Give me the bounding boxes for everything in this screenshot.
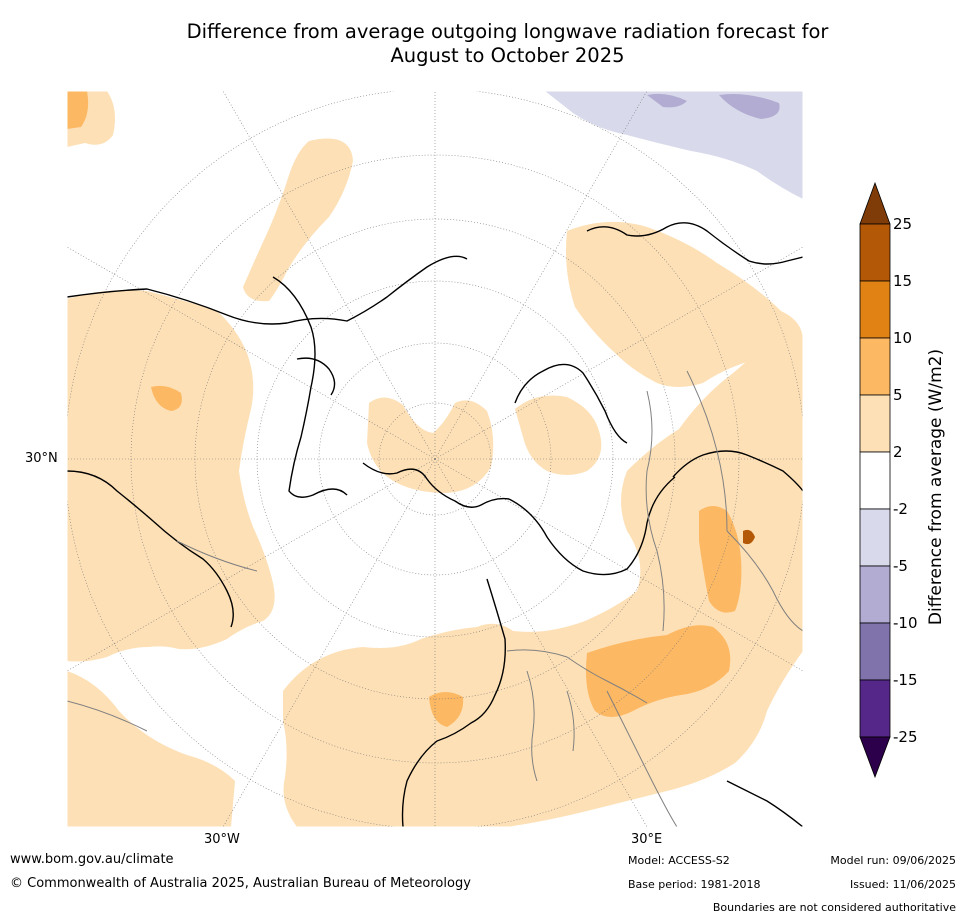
colorbar-tick-label: -25: [893, 728, 918, 746]
anomaly-region-siberia-core: [743, 529, 755, 545]
colorbar-bin: [859, 394, 891, 453]
anomaly-region-siberia-strong: [699, 506, 742, 613]
colorbar-tick-label: 25: [893, 215, 913, 233]
anomaly-region-central-asia-strong: [586, 625, 731, 717]
anomaly-region-atlantic-sw: [67, 671, 235, 827]
footer-disclaimer: Boundaries are not considered authoritat…: [712, 901, 956, 914]
label-30w: 30°W: [204, 832, 240, 847]
anomaly-region-greenland: [243, 138, 353, 302]
colorbar-label: Difference from average (W/m2): [926, 348, 946, 626]
colorbar-bin: [859, 337, 891, 396]
colorbar-tick-label: 2: [893, 443, 903, 461]
anomaly-region-north-america-strong: [151, 385, 182, 411]
colorbar-tick-label: 5: [893, 386, 903, 404]
colorbar-bin: [859, 451, 891, 510]
anomaly-region-nw-corner-strong: [67, 91, 89, 129]
graticule: [67, 91, 803, 827]
title-line-1: Difference from average outgoing longwav…: [186, 20, 829, 43]
colorbar-bin: [859, 679, 891, 738]
colorbar-bin: [859, 622, 891, 681]
colorbar-extend-high: [859, 181, 891, 225]
map-panel: [66, 90, 804, 828]
colorbar-svg: [859, 181, 891, 779]
anomaly-region-north-america: [67, 290, 275, 662]
label-30n: 30°N: [25, 451, 58, 466]
colorbar-tick-label: 10: [893, 329, 913, 347]
title-line-2: August to October 2025: [390, 44, 625, 67]
anomaly-region-negative-ne-strong: [647, 93, 780, 119]
colorbar-bin: [859, 565, 891, 624]
colorbar-tick-label: -2: [893, 500, 908, 518]
colorbar-tick-label: 15: [893, 272, 913, 290]
coastlines: [67, 222, 803, 827]
footer-website[interactable]: www.bom.gov.au/climate: [10, 852, 174, 867]
label-30e: 30°E: [631, 832, 663, 847]
colorbar-bin: [859, 280, 891, 339]
colorbar-bin: [859, 223, 891, 282]
footer-model: Model: ACCESS-S2: [628, 854, 730, 867]
map-svg: [66, 90, 804, 828]
footer-copyright: © Commonwealth of Australia 2025, Austra…: [10, 876, 471, 891]
footer-model-run: Model run: 09/06/2025: [830, 854, 956, 867]
anomaly-region-scandinavia: [515, 395, 602, 475]
anomaly-region-east-asia: [566, 221, 803, 387]
footer-issued: Issued: 11/06/2025: [849, 878, 956, 891]
colorbar-tick-label: -10: [893, 614, 918, 632]
anomaly-region-negative-ne: [545, 91, 803, 199]
colorbar-tick-label: -15: [893, 671, 918, 689]
colorbar-bin: [859, 508, 891, 567]
colorbar: [855, 180, 965, 790]
anomaly-region-iberia-strong: [429, 692, 464, 727]
colorbar-tick-label: -5: [893, 557, 908, 575]
anomaly-region-arctic-ocean: [367, 397, 494, 493]
country-borders: [67, 370, 803, 827]
chart-title: Difference from average outgoing longwav…: [0, 20, 965, 68]
footer-base-period: Base period: 1981-2018: [628, 878, 761, 891]
colorbar-extend-low: [859, 736, 891, 779]
